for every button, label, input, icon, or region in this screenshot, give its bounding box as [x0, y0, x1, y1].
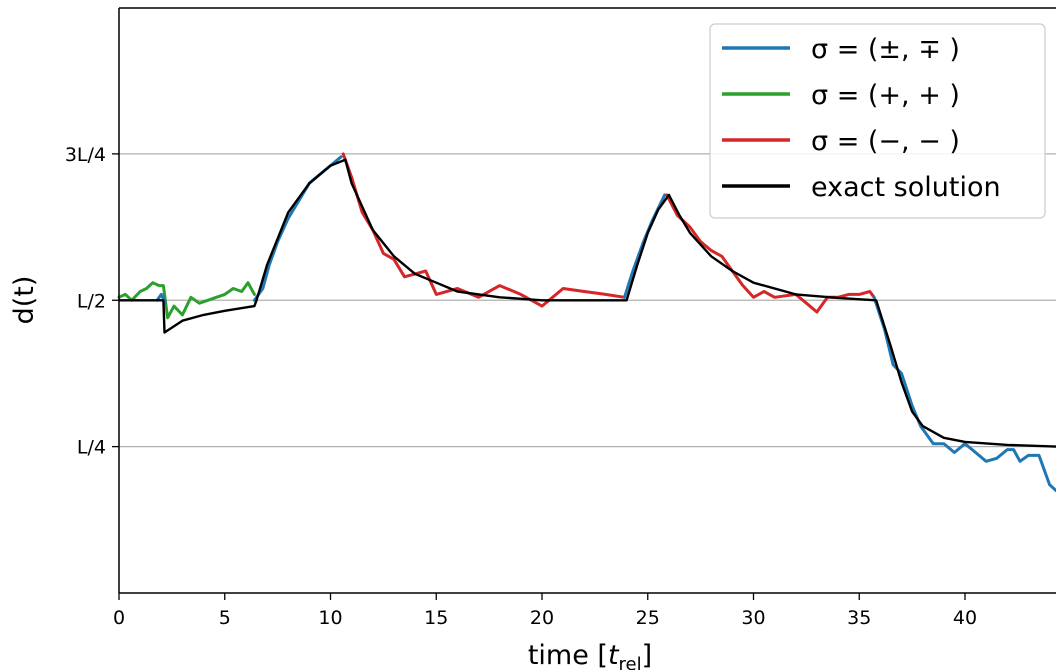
x-axis-label-subscript: rel — [619, 654, 642, 670]
x-tick-label: 0 — [113, 607, 125, 629]
x-tick-label: 40 — [953, 607, 977, 629]
series-line — [252, 155, 343, 302]
y-tick-label: L/2 — [77, 290, 106, 312]
legend: σ = (±, ∓ ) σ = (+, + ) σ = (−, − ) exact s… — [709, 23, 1046, 219]
x-ticks: 0 5 10 15 20 25 30 35 40 — [113, 593, 977, 629]
series-line — [341, 152, 626, 308]
legend-label: σ = (+, + ) — [811, 80, 960, 111]
x-axis-label: time [trel] — [528, 640, 652, 670]
legend-label: σ = (−, − ) — [811, 126, 960, 157]
x-axis-label-symbol: t — [608, 640, 620, 670]
legend-box — [709, 23, 1046, 219]
x-axis-label-main: time [ — [528, 640, 608, 670]
x-tick-label: 10 — [318, 607, 342, 629]
series-line — [117, 158, 1056, 448]
y-tick-label: L/4 — [77, 437, 106, 459]
series-line — [117, 281, 256, 320]
y-axis-label: d(t) — [9, 276, 40, 325]
x-tick-label: 5 — [219, 607, 231, 629]
x-tick-label: 25 — [636, 607, 660, 629]
series-line — [665, 193, 876, 314]
y-ticks: L/4 L/2 3L/4 — [65, 144, 119, 459]
y-tick-label: 3L/4 — [65, 144, 106, 166]
x-axis-label-end: ] — [642, 640, 653, 670]
x-tick-label: 30 — [741, 607, 765, 629]
x-tick-label: 20 — [530, 607, 554, 629]
series-lines — [117, 152, 1056, 492]
legend-label: exact solution — [811, 172, 1001, 203]
x-tick-label: 15 — [424, 607, 448, 629]
x-tick-label: 35 — [847, 607, 871, 629]
legend-label: σ = (±, ∓ ) — [811, 34, 960, 65]
series-line — [872, 295, 1056, 492]
